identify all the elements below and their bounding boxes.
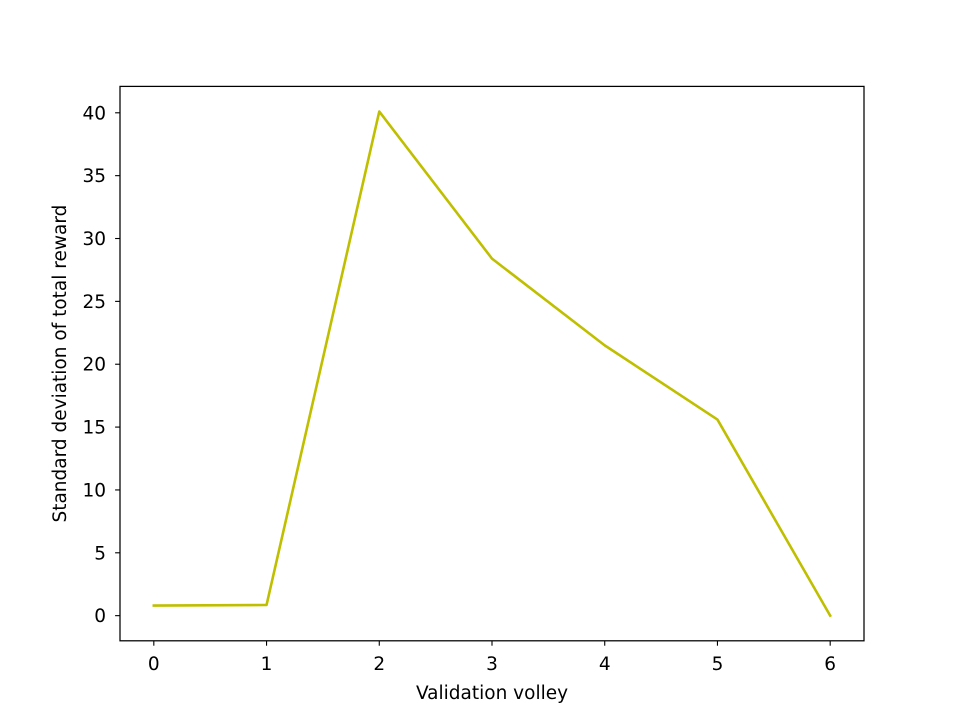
y-tick-label: 5 xyxy=(94,543,106,564)
x-axis: 0 1 2 3 4 5 6 xyxy=(148,640,836,675)
x-tick-label: 2 xyxy=(373,654,385,675)
x-tick-label: 4 xyxy=(599,654,611,675)
plot-area-background xyxy=(120,86,864,641)
series-line xyxy=(152,110,832,618)
y-tick-label: 35 xyxy=(82,166,106,187)
series-layer xyxy=(152,110,832,618)
y-axis: 0 5 10 15 20 25 30 35 40 xyxy=(82,103,120,627)
y-tick-label: 25 xyxy=(82,292,106,313)
x-tick-label: 5 xyxy=(712,654,724,675)
x-tick-label: 6 xyxy=(824,654,836,675)
y-tick-label: 10 xyxy=(82,480,106,501)
y-tick-label: 0 xyxy=(94,606,106,627)
x-axis-label: Validation volley xyxy=(416,683,568,704)
y-tick-label: 15 xyxy=(82,418,106,439)
x-tick-label: 1 xyxy=(261,654,273,675)
y-tick-label: 30 xyxy=(82,229,106,250)
x-tick-label: 0 xyxy=(148,654,160,675)
y-tick-label: 20 xyxy=(82,355,106,376)
y-tick-label: 40 xyxy=(82,103,106,124)
y-axis-label: Standard deviation of total reward xyxy=(50,205,71,523)
x-tick-label: 3 xyxy=(486,654,498,675)
